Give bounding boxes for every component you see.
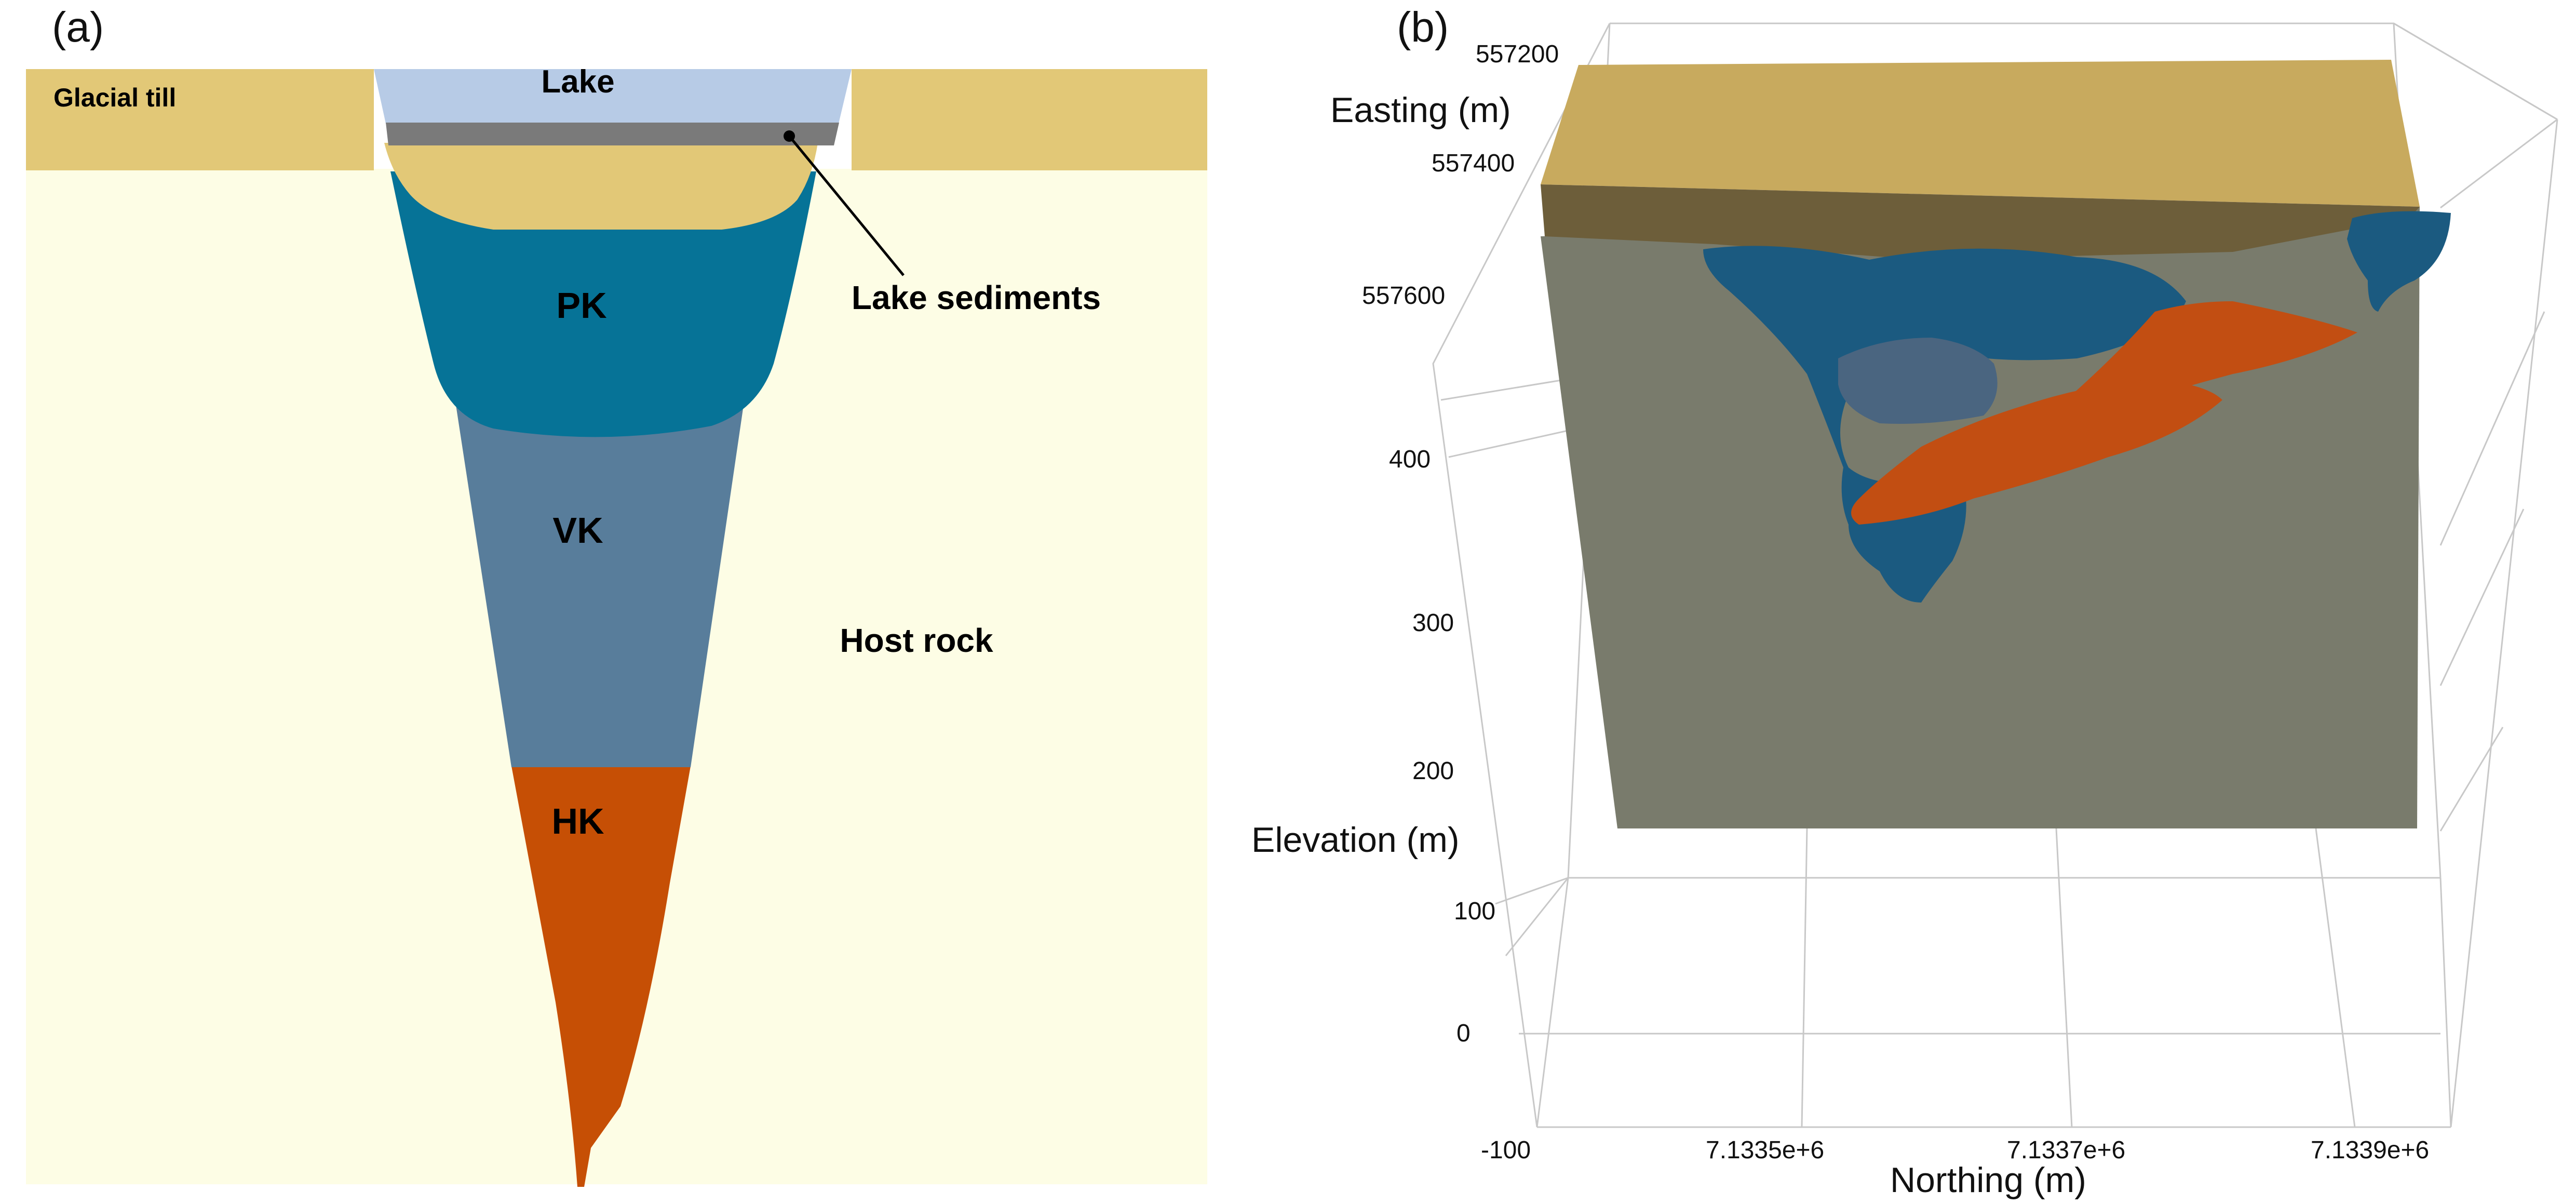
northing-tick: 7.1335e+6: [1706, 1136, 1824, 1164]
panel-a: (a) Glacial till Lake Lake sediments PK …: [26, 4, 1207, 1187]
elevation-tick: 200: [1412, 757, 1454, 785]
pk-3d-body: [1703, 246, 2186, 603]
block-till-front: [1541, 184, 2420, 260]
hk-3d-body-lower: [1851, 379, 2222, 525]
vk-3d-body: [1838, 338, 1998, 424]
pk-unit: [390, 171, 816, 437]
elevation-tick: -100: [1481, 1136, 1531, 1164]
pk-label: PK: [556, 285, 606, 326]
easting-tick: 557400: [1432, 150, 1515, 177]
panel-b: (b): [1251, 4, 2558, 1200]
lake-sediments-label: Lake sediments: [852, 279, 1101, 316]
elevation-tick: 0: [1456, 1020, 1471, 1047]
lake-unit: [374, 69, 852, 124]
vk-label: VK: [552, 510, 603, 551]
hk-unit: [511, 766, 691, 1187]
host-rock-label: Host rock: [840, 622, 993, 659]
easting-tick: 557600: [1362, 282, 1445, 310]
lake-label: Lake: [541, 64, 614, 100]
northing-tick: 7.1337e+6: [2007, 1136, 2125, 1164]
vk-unit: [456, 405, 744, 767]
lake-sediments-leader-line: [788, 135, 905, 276]
easting-tick: 557200: [1476, 41, 1559, 68]
block-top-glacial-till: [1541, 60, 2420, 207]
lake-sediments-unit: [386, 123, 839, 145]
easting-axis-title: Easting (m): [1330, 90, 1511, 130]
lake-sediments-leader-dot: [784, 130, 795, 142]
northing-axis-title: Northing (m): [1890, 1160, 2086, 1200]
hk-label: HK: [551, 801, 604, 841]
glacial-till-infill: [384, 143, 818, 230]
elevation-tick: 400: [1389, 446, 1431, 473]
glacial-till-left: [26, 69, 374, 170]
elevation-tick: 300: [1412, 609, 1454, 637]
panel-b-label: (b): [1397, 4, 1449, 51]
glacial-till-right: [852, 69, 1207, 170]
panel-a-label: (a): [52, 4, 104, 51]
pk-3d-small-body: [2347, 211, 2451, 312]
elevation-tick: 100: [1454, 898, 1495, 925]
glacial-till-label: Glacial till: [53, 83, 176, 112]
elevation-axis-title: Elevation (m): [1251, 820, 1460, 860]
northing-tick: 7.1339e+6: [2311, 1136, 2429, 1164]
